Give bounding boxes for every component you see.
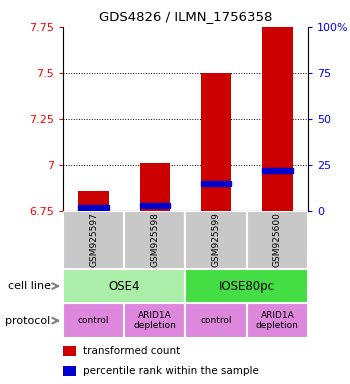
Bar bbox=[78, 191, 109, 211]
Text: cell line: cell line bbox=[8, 281, 51, 291]
Text: control: control bbox=[200, 316, 232, 325]
Text: GSM925599: GSM925599 bbox=[212, 213, 220, 267]
Bar bbox=[140, 204, 170, 208]
Bar bbox=[140, 163, 170, 211]
Bar bbox=[247, 303, 308, 338]
Bar bbox=[63, 366, 76, 376]
Bar bbox=[186, 269, 308, 303]
Bar bbox=[124, 211, 186, 269]
Bar bbox=[124, 303, 186, 338]
Text: OSE4: OSE4 bbox=[108, 280, 140, 293]
Bar bbox=[63, 211, 124, 269]
Text: ARID1A
depletion: ARID1A depletion bbox=[256, 311, 299, 330]
Text: protocol: protocol bbox=[6, 316, 51, 326]
Text: ARID1A
depletion: ARID1A depletion bbox=[133, 311, 176, 330]
Bar bbox=[186, 211, 247, 269]
Bar bbox=[201, 181, 231, 186]
Bar bbox=[186, 303, 247, 338]
Bar bbox=[247, 211, 308, 269]
Bar bbox=[262, 168, 293, 173]
Text: transformed count: transformed count bbox=[83, 346, 180, 356]
Text: GSM925597: GSM925597 bbox=[89, 213, 98, 267]
Bar bbox=[63, 346, 76, 356]
Bar bbox=[63, 269, 186, 303]
Text: IOSE80pc: IOSE80pc bbox=[219, 280, 275, 293]
Text: GSM925600: GSM925600 bbox=[273, 213, 282, 267]
Bar bbox=[201, 73, 231, 211]
Text: percentile rank within the sample: percentile rank within the sample bbox=[83, 366, 258, 376]
Bar bbox=[63, 303, 124, 338]
Title: GDS4826 / ILMN_1756358: GDS4826 / ILMN_1756358 bbox=[99, 10, 272, 23]
Text: control: control bbox=[78, 316, 109, 325]
Bar bbox=[78, 205, 109, 210]
Text: GSM925598: GSM925598 bbox=[150, 213, 159, 267]
Bar bbox=[262, 25, 293, 211]
